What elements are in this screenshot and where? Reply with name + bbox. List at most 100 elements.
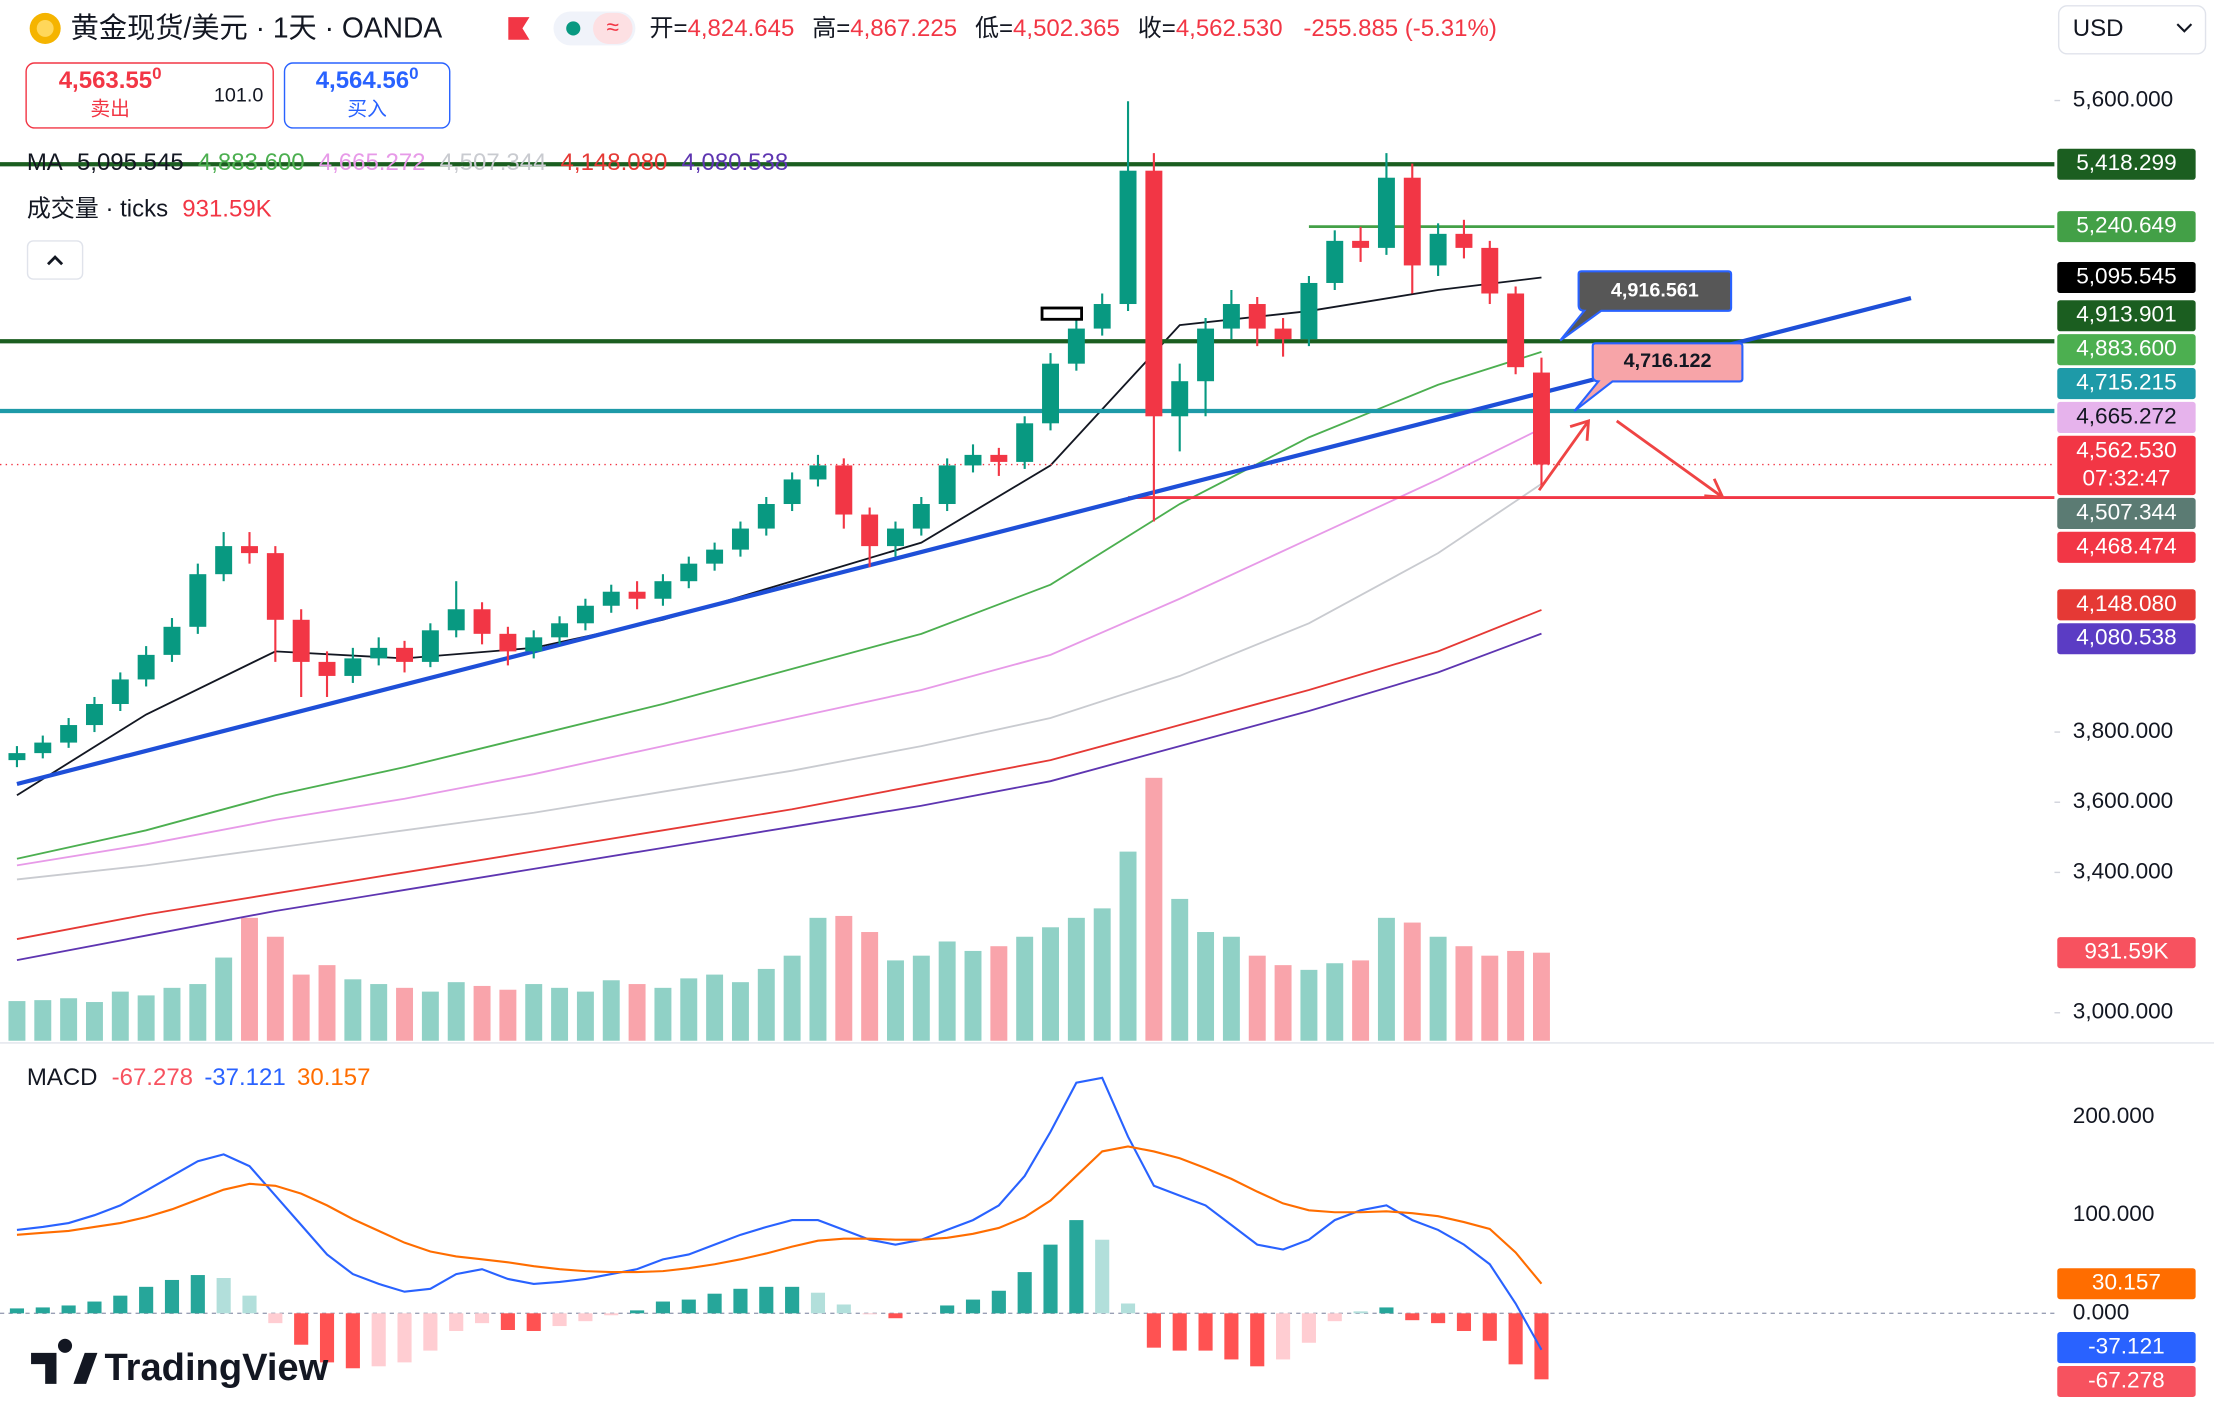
ma-line	[16, 632, 1542, 962]
macd-tick-label: 0.000	[2073, 1299, 2130, 1324]
macd-title: MACD	[27, 1064, 98, 1091]
volume-bar	[85, 1002, 103, 1041]
candle-body	[731, 528, 749, 550]
macd-legend: MACD -67.278 -37.121 30.157	[27, 1064, 371, 1091]
buy-button[interactable]: 4,564.560 买入	[283, 62, 451, 129]
macd-histogram-bar	[397, 1313, 412, 1363]
collapse-box[interactable]	[26, 240, 84, 280]
price-axis: 5,600.000 3,800.000 3,600.000 3,400.000 3,00…	[2054, 86, 2196, 1398]
candle-body	[706, 549, 724, 564]
volume-bar	[1377, 917, 1395, 1041]
price-badge-label: 5,240.649	[2076, 213, 2176, 238]
volume-bar	[241, 917, 258, 1041]
price-badge-label: 4,148.080	[2076, 591, 2176, 616]
logo[interactable]: TradingView	[31, 1338, 329, 1389]
volume-bar	[370, 984, 388, 1041]
volume-bar	[1481, 955, 1499, 1041]
callout-text: 4,716.122	[1624, 350, 1712, 372]
candle-body	[551, 623, 569, 638]
volume-bar	[628, 984, 646, 1041]
volume-bar	[1352, 960, 1370, 1041]
macd-histogram-bar	[474, 1313, 490, 1324]
candle-body	[1532, 372, 1550, 465]
volume-bar	[421, 991, 439, 1041]
sell-price[interactable]: 4,563.550	[59, 64, 162, 94]
macd-histogram-bar	[423, 1313, 438, 1351]
macd-histogram-bar	[1095, 1239, 1110, 1314]
price-badge-label: 4,080.538	[2076, 625, 2176, 650]
candle-body	[163, 626, 181, 655]
candle-body	[628, 591, 646, 599]
price-badge	[2057, 497, 2196, 529]
ma-legend-value: 4,148.080	[561, 149, 668, 176]
macd-histogram-bar	[242, 1295, 257, 1314]
candle-body	[1093, 304, 1111, 329]
y-tick-label: 3,600.000	[2073, 788, 2173, 813]
price-badge	[2057, 1332, 2196, 1364]
volume-bar	[835, 915, 853, 1041]
macd-histogram-bar	[61, 1305, 76, 1314]
callout-box	[1559, 270, 1733, 342]
volume-bar	[60, 998, 78, 1041]
macd-histogram-bar	[888, 1313, 903, 1319]
price-badge	[2057, 589, 2196, 621]
volume-bar	[706, 974, 724, 1041]
candle-body	[241, 546, 258, 554]
volume-bar	[499, 989, 517, 1041]
price-badge-label: 5,418.299	[2076, 150, 2176, 175]
volume-bar	[861, 932, 879, 1041]
candle-body	[137, 654, 155, 680]
buy-price[interactable]: 4,564.560	[316, 64, 419, 94]
macd-histogram-bar	[965, 1299, 981, 1314]
ohlc-value: 4,867.225	[850, 15, 957, 42]
macd-histogram-bar	[1146, 1313, 1161, 1348]
status-icon: ≈	[607, 14, 619, 39]
volume-bar	[964, 950, 982, 1041]
candle-body	[292, 619, 310, 662]
candle-body	[887, 528, 904, 547]
candle-body	[1171, 381, 1189, 417]
sell-button[interactable]: 4,563.550 卖出	[25, 62, 274, 129]
macd-histogram-bar	[216, 1277, 231, 1314]
y-tick-label: 3,800.000	[2073, 718, 2173, 743]
volume-bar	[137, 995, 155, 1041]
price-badge	[2057, 261, 2196, 294]
ma-legend-value: 4,080.538	[681, 149, 788, 176]
candle-body	[60, 725, 78, 743]
macd-histogram-bar	[552, 1313, 567, 1327]
macd-histogram-bar	[733, 1288, 748, 1314]
symbol-title[interactable]: 黄金现货/美元 · 1天 · OANDA	[71, 11, 443, 43]
macd-histogram-bar	[707, 1293, 722, 1314]
macd-histogram-bar	[9, 1308, 25, 1314]
volume-bar	[809, 917, 827, 1041]
candle-body	[1042, 363, 1059, 424]
flag-icon[interactable]	[508, 17, 530, 40]
logo-text[interactable]: TradingView	[104, 1346, 328, 1389]
volume-bar	[1016, 936, 1034, 1041]
macd-histogram-bar	[1431, 1313, 1446, 1324]
volume-bar	[163, 987, 181, 1041]
sell-label[interactable]: 卖出	[90, 99, 130, 121]
price-badge-label: 07:32:47	[2083, 466, 2171, 491]
currency-box[interactable]	[2057, 5, 2207, 55]
collapse-button[interactable]	[26, 240, 84, 280]
price-badge-label: 4,883.600	[2076, 336, 2176, 361]
spread: 101.0	[214, 84, 263, 106]
ohlc-label: 高=	[812, 15, 850, 42]
candle-body	[835, 465, 853, 515]
buy-label: 买入	[347, 99, 387, 121]
volume-bar	[757, 968, 775, 1041]
volume-bar	[1274, 965, 1292, 1041]
volume-bar	[189, 984, 207, 1041]
currency-label[interactable]: USD	[2073, 15, 2124, 42]
buy-box[interactable]	[283, 62, 451, 129]
volume-bar	[1145, 777, 1163, 1041]
volume-bar	[1532, 952, 1550, 1041]
sell-box[interactable]	[25, 62, 274, 129]
volume-bar	[1455, 946, 1473, 1041]
macd-histogram-bar	[449, 1313, 464, 1331]
candle-body	[1274, 328, 1292, 340]
price-badge-label: 4,468.474	[2076, 533, 2176, 558]
ma-line	[16, 427, 1542, 867]
currency-select[interactable]: USD	[2057, 5, 2207, 55]
